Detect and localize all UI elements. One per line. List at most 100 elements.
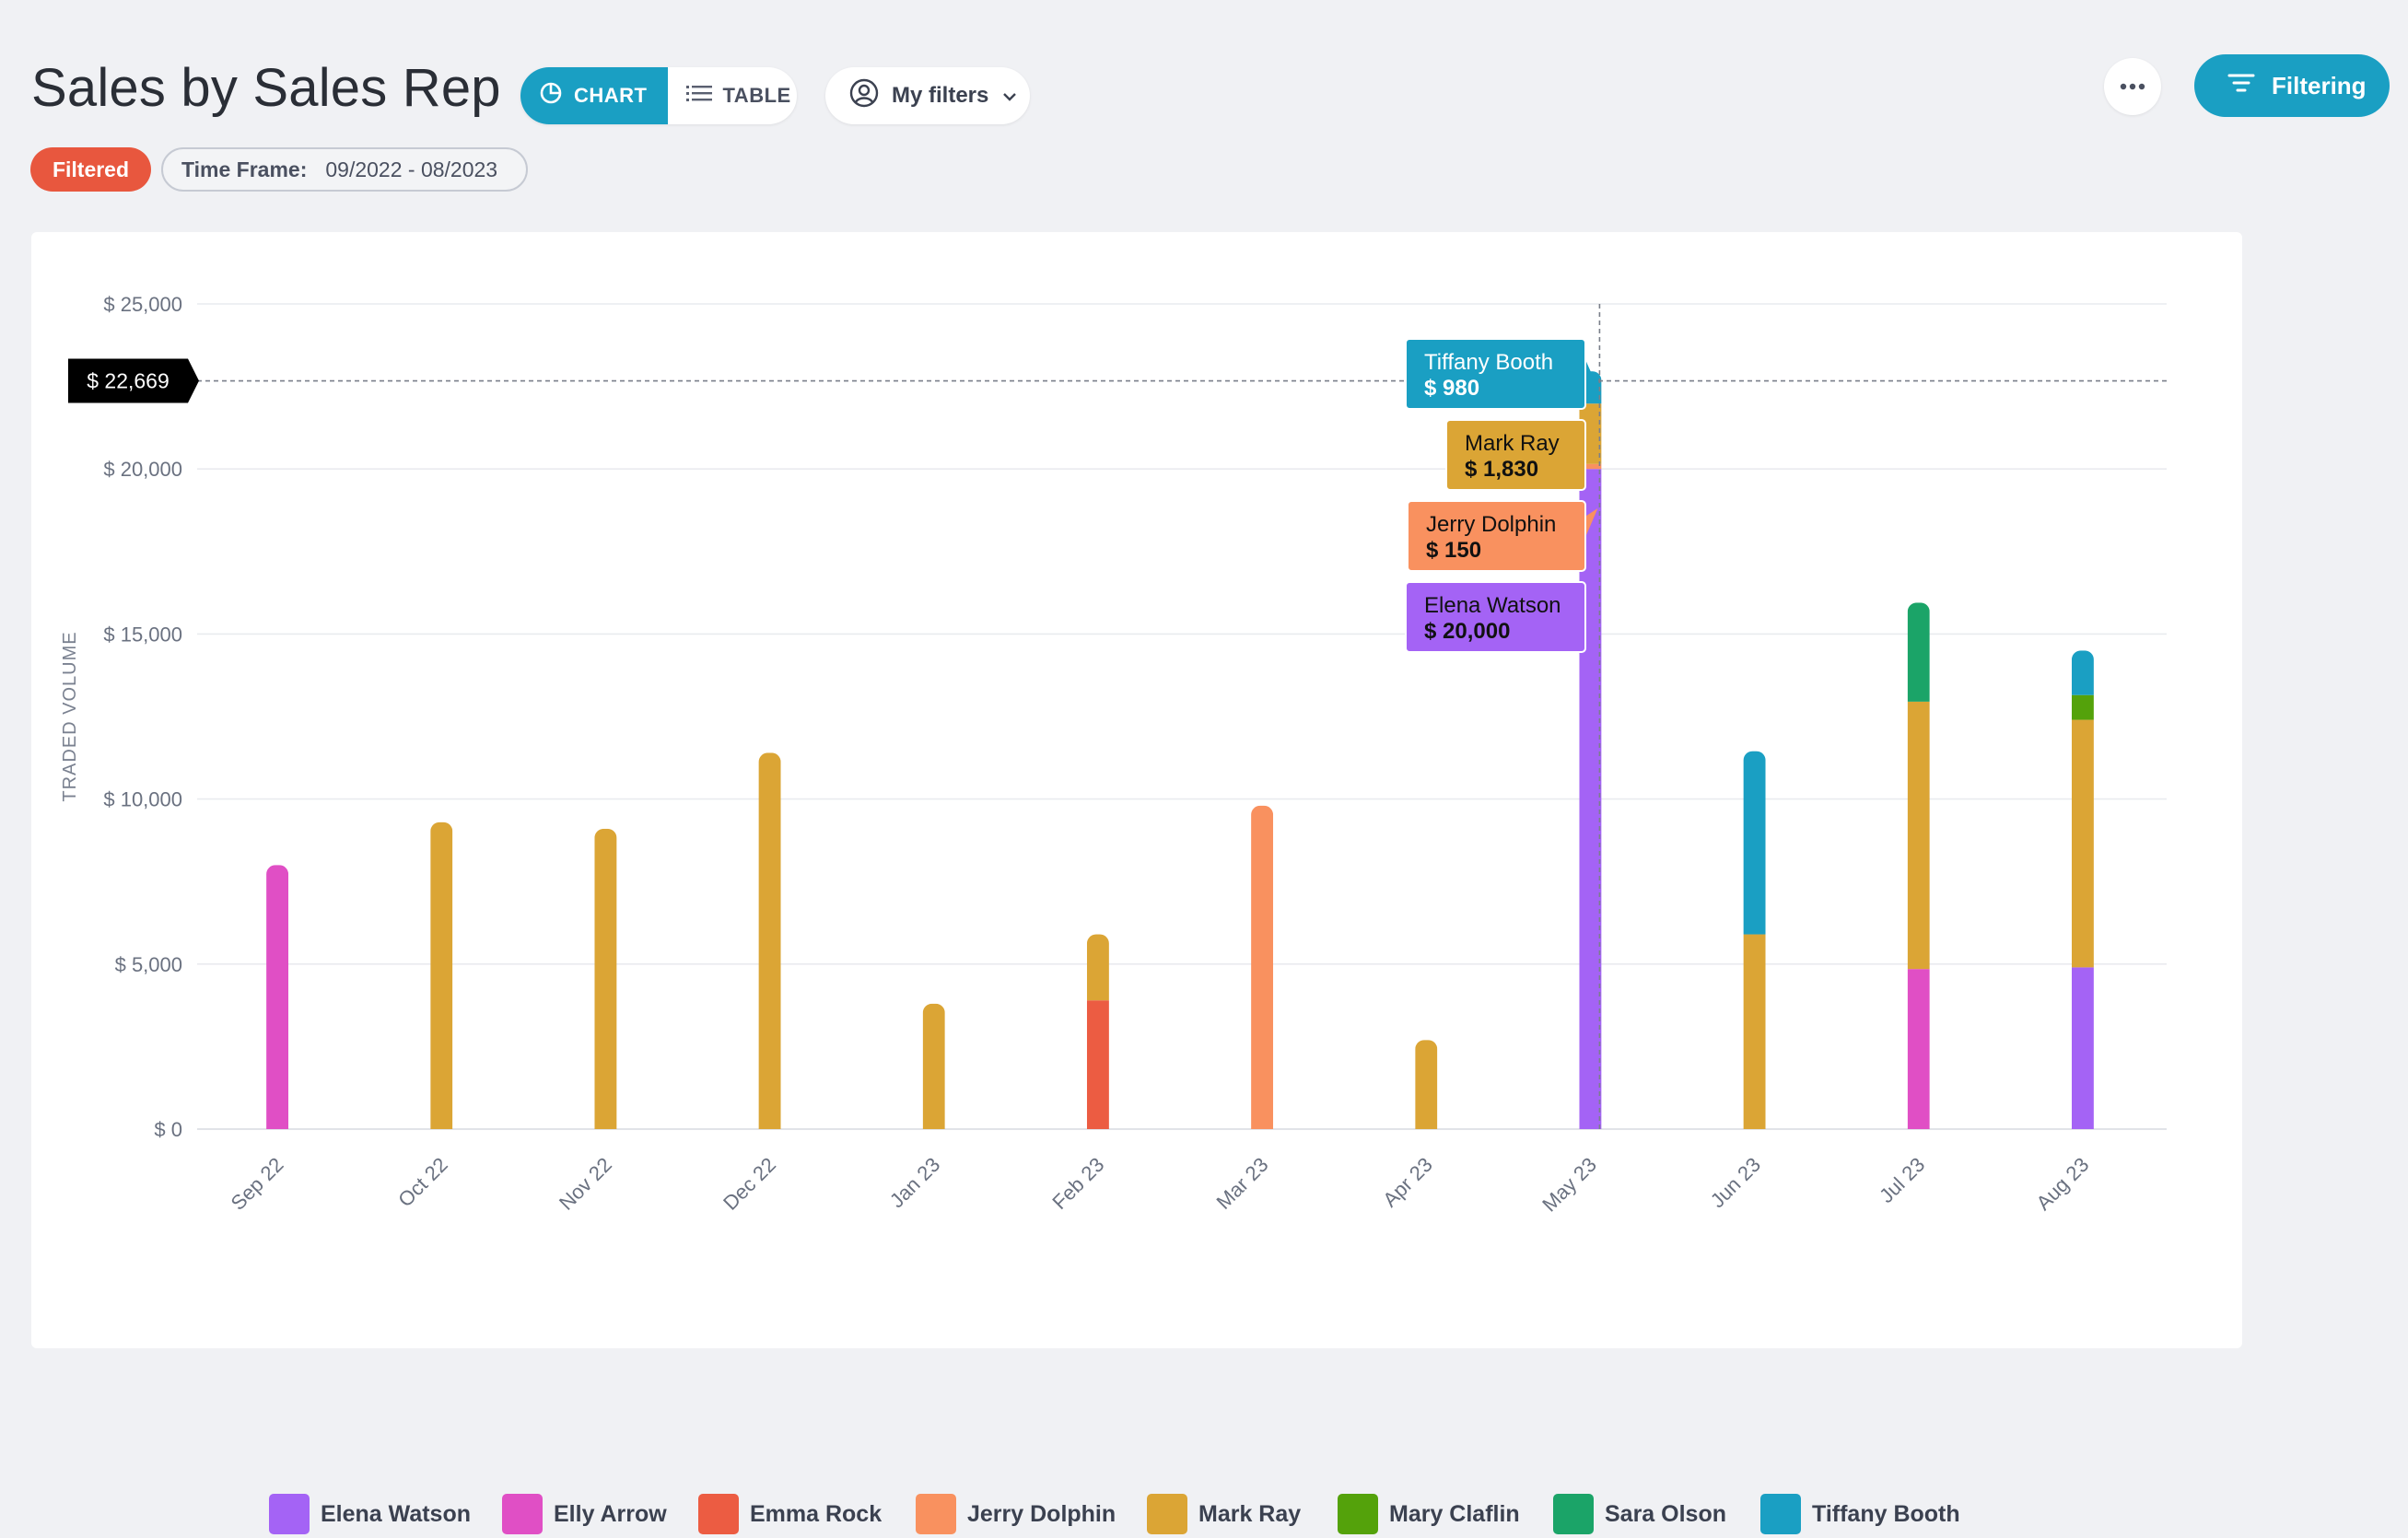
bar-segment[interactable] (594, 828, 617, 1129)
ellipsis-icon (2120, 78, 2145, 95)
crosshair-value-marker: $ 22,669 (68, 358, 199, 403)
user-circle-icon (849, 78, 879, 114)
bar-stack[interactable] (1907, 602, 1930, 1129)
bar-segment[interactable] (430, 821, 453, 1129)
tooltip: Mark Ray$ 1,830 (1445, 419, 1598, 491)
legend-item[interactable]: Mark Ray (1147, 1494, 1301, 1534)
x-tick-label: Jul 23 (1875, 1153, 1929, 1207)
y-tick-label: $ 5,000 (115, 953, 182, 976)
legend-swatch (502, 1494, 543, 1534)
y-tick-label: $ 0 (154, 1118, 182, 1141)
chart-view-button[interactable]: CHART (520, 67, 668, 124)
chart-view-label: CHART (574, 84, 648, 107)
legend-item[interactable]: Mary Claflin (1338, 1494, 1520, 1534)
tooltip-name: Jerry Dolphin (1426, 512, 1556, 537)
legend-label: Elena Watson (321, 1500, 471, 1527)
bar-stack[interactable] (1415, 1040, 1438, 1129)
bar-segment[interactable] (922, 1003, 945, 1129)
bar-segment[interactable] (758, 752, 781, 1129)
legend-swatch (1553, 1494, 1594, 1534)
y-tick-label: $ 20,000 (103, 458, 182, 481)
bar-segment[interactable] (1907, 969, 1930, 1129)
stacked-bar-chart: $ 0 $ 5,000 $ 10,000 $ 15,000 $ 20,000 $ 25,0… (60, 293, 2167, 1217)
legend-label: Mary Claflin (1389, 1500, 1520, 1527)
legend-item[interactable]: Elena Watson (269, 1494, 471, 1534)
bar-segment[interactable] (1251, 805, 1274, 1129)
bar-segment[interactable] (2071, 694, 2094, 720)
bar-stack[interactable] (1743, 751, 1766, 1129)
legend-item[interactable]: Emma Rock (698, 1494, 882, 1534)
x-tick-label: Sep 22 (227, 1153, 288, 1215)
legend-label: Elly Arrow (554, 1500, 667, 1527)
bar-segment[interactable] (1743, 934, 1766, 1129)
bar-segment[interactable] (1579, 469, 1602, 1129)
legend-swatch (698, 1494, 739, 1534)
x-tick-label: May 23 (1537, 1153, 1601, 1217)
chevron-down-icon (1001, 83, 1018, 109)
x-tick-label: Aug 23 (2031, 1153, 2093, 1215)
timeframe-label: Time Frame: (181, 157, 308, 181)
bar-segment[interactable] (2071, 650, 2094, 695)
bar-stack[interactable] (758, 752, 781, 1129)
tooltip-value: $ 20,000 (1424, 619, 1510, 644)
bar-stack[interactable] (1579, 371, 1602, 1129)
legend-label: Sara Olson (1605, 1500, 1726, 1527)
pie-chart-icon (539, 81, 563, 111)
legend-item[interactable]: Jerry Dolphin (916, 1494, 1116, 1534)
legend-label: Tiffany Booth (1812, 1500, 1960, 1527)
bar-stack[interactable] (1086, 934, 1109, 1129)
tooltip-name: Mark Ray (1465, 431, 1560, 456)
bar-segment[interactable] (1086, 1000, 1109, 1129)
bar-segment[interactable] (1743, 751, 1766, 935)
bar-stack[interactable] (2071, 650, 2094, 1129)
legend-swatch (916, 1494, 956, 1534)
legend-swatch (1338, 1494, 1378, 1534)
table-view-label: TABLE (722, 84, 791, 107)
x-tick-label: Jan 23 (885, 1153, 944, 1212)
bar-segment[interactable] (1415, 1040, 1438, 1129)
bar-segment[interactable] (266, 865, 289, 1129)
legend-label: Mark Ray (1198, 1500, 1302, 1527)
filter-icon (2227, 72, 2255, 100)
my-filters-dropdown[interactable]: My filters (825, 67, 1030, 124)
y-tick-label: $ 25,000 (103, 293, 182, 316)
legend-item[interactable]: Elly Arrow (502, 1494, 667, 1534)
bar-segment[interactable] (2071, 967, 2094, 1129)
chart-legend: Elena Watson Elly Arrow Emma Rock Jerry Dol… (31, 1494, 2242, 1538)
bar-segment[interactable] (1907, 602, 1930, 702)
tooltip: Elena Watson$ 20,000 (1405, 581, 1598, 707)
legend-label: Emma Rock (750, 1500, 883, 1527)
x-tick-label: Oct 22 (393, 1153, 452, 1212)
tooltip-value: $ 1,830 (1465, 457, 1538, 482)
tooltip-name: Elena Watson (1424, 593, 1561, 618)
x-tick-label: Feb 23 (1047, 1153, 1108, 1214)
more-options-button[interactable] (2104, 58, 2161, 115)
tooltip-name: Tiffany Booth (1424, 350, 1553, 375)
legend-item[interactable]: Tiffany Booth (1760, 1494, 1960, 1534)
bar-stack[interactable] (1251, 805, 1274, 1129)
timeframe-badge: Time Frame: 09/2022 - 08/2023 (161, 147, 528, 192)
legend-swatch (1147, 1494, 1187, 1534)
x-tick-label: Nov 22 (555, 1153, 616, 1215)
filtering-button[interactable]: Filtering (2194, 54, 2390, 117)
bar-stack[interactable] (430, 821, 453, 1129)
filtering-label: Filtering (2272, 71, 2367, 99)
bar-segment[interactable] (1907, 701, 1930, 970)
tooltip: Jerry Dolphin$ 150 (1407, 500, 1598, 572)
legend-item[interactable]: Sara Olson (1553, 1494, 1726, 1534)
bar-stack[interactable] (594, 828, 617, 1129)
my-filters-label: My filters (892, 83, 989, 108)
crosshair-value-label: $ 22,669 (87, 369, 169, 393)
bar-stack[interactable] (266, 865, 289, 1129)
bar-segment[interactable] (1086, 934, 1109, 1001)
bar-segment[interactable] (1579, 463, 1602, 470)
x-tick-label: Dec 22 (719, 1153, 780, 1215)
chart-card: $ 0 $ 5,000 $ 10,000 $ 15,000 $ 20,000 $ 25,0… (31, 232, 2242, 1534)
page-title: Sales by Sales Rep (31, 58, 501, 118)
tooltip-value: $ 980 (1424, 376, 1479, 401)
y-tick-label: $ 15,000 (103, 623, 182, 646)
bar-stack[interactable] (922, 1003, 945, 1129)
bar-segment[interactable] (2071, 719, 2094, 968)
table-view-button[interactable]: TABLE (668, 67, 798, 124)
timeframe-value: 09/2022 - 08/2023 (325, 157, 498, 181)
